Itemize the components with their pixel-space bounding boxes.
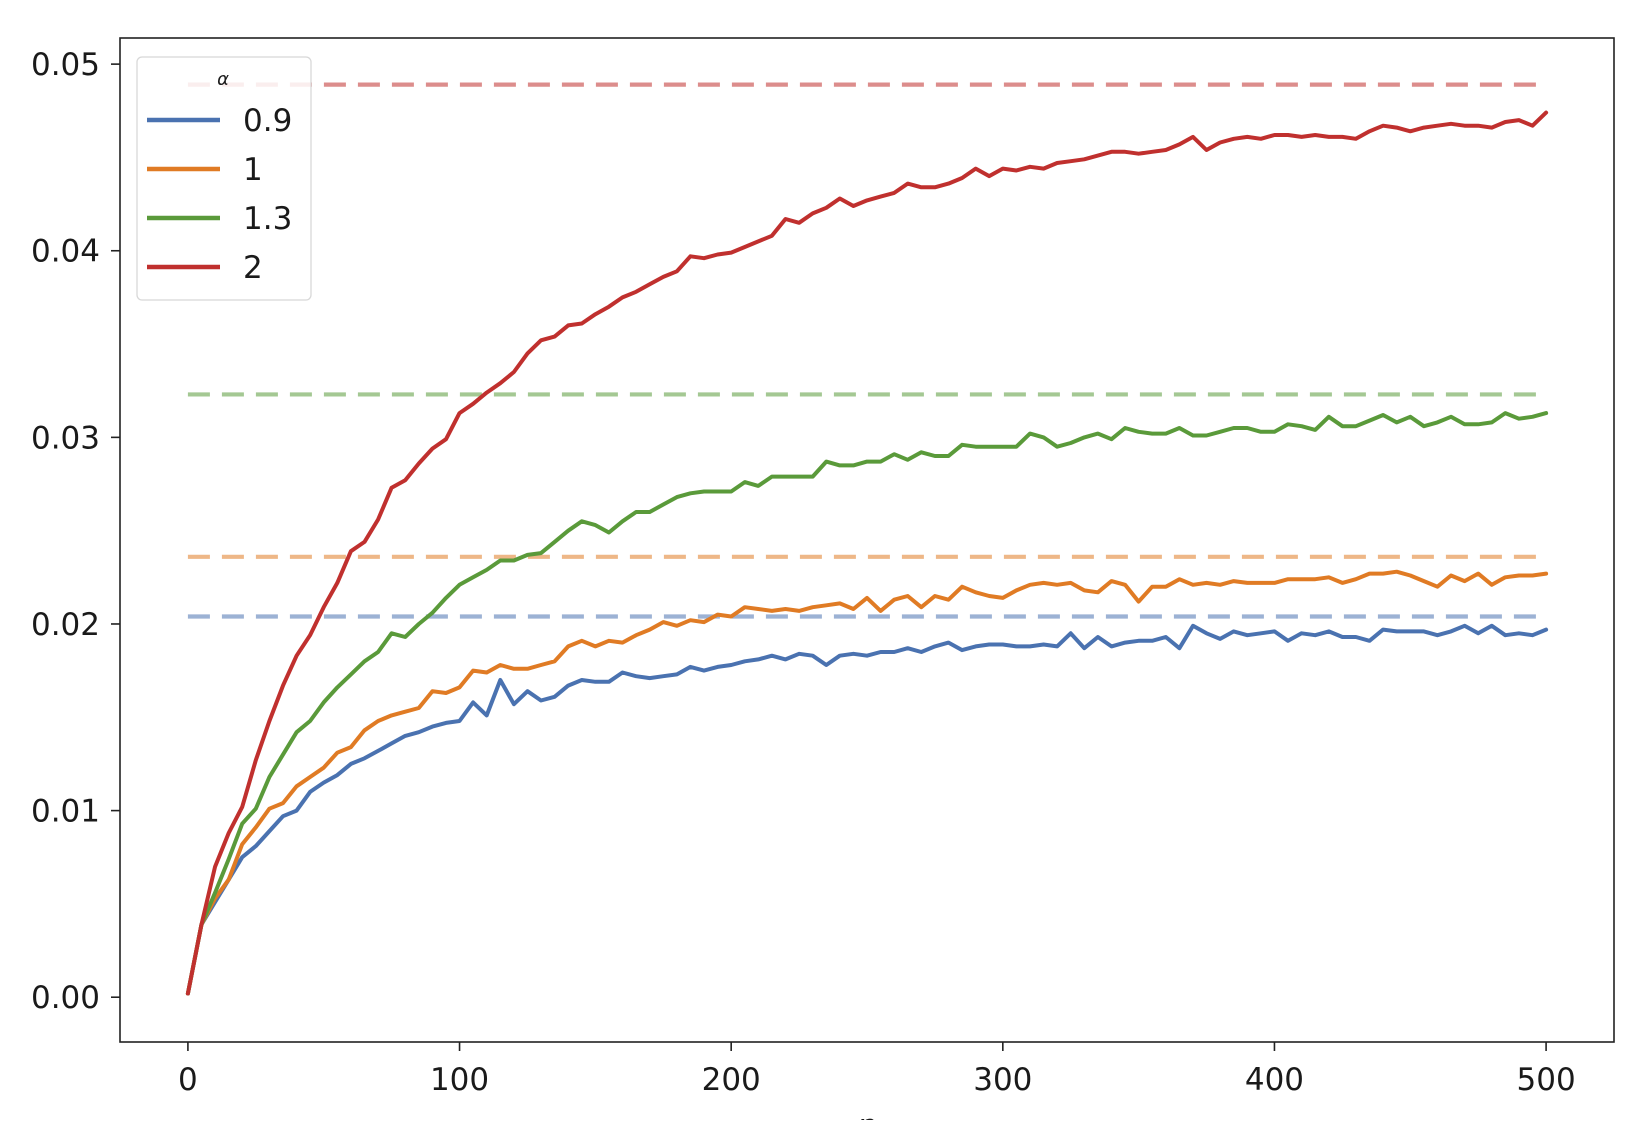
y-tick-label: 0.04 [31, 234, 100, 270]
series-line-0 [185, 623, 1549, 996]
series-line-3 [185, 110, 1549, 996]
series-line-1 [185, 569, 1549, 996]
x-tick-label: 200 [702, 1062, 761, 1098]
legend-label-3: 2 [243, 250, 263, 286]
y-tick-label: 0.03 [31, 420, 100, 456]
x-axis: 0 100 200 300 400 500 [178, 1042, 1576, 1098]
series-lines [185, 110, 1549, 996]
x-axis-label: n [857, 1108, 877, 1120]
legend-title: α [217, 69, 229, 90]
legend-box [136, 56, 312, 301]
legend-label-0: 0.9 [243, 103, 292, 139]
y-tick-label: 0.01 [31, 794, 100, 830]
x-tick-label: 500 [1517, 1062, 1576, 1098]
legend-label-2: 1.3 [243, 201, 292, 237]
limit-lines [187, 82, 1547, 619]
legend: α 0.9 1 1.3 2 [136, 56, 312, 301]
y-axis: 0.00 0.01 0.02 0.03 0.04 0.05 [31, 47, 120, 1016]
plot-frame [119, 37, 1615, 1043]
series-line-2 [185, 411, 1549, 996]
x-tick-label: 400 [1245, 1062, 1304, 1098]
y-tick-label: 0.05 [31, 47, 100, 83]
y-tick-label: 0.02 [31, 607, 100, 643]
x-tick-label: 100 [430, 1062, 489, 1098]
x-tick-label: 0 [178, 1062, 198, 1098]
legend-label-1: 1 [243, 152, 263, 188]
legend-entries: 0.9 1 1.3 2 [147, 103, 292, 286]
x-tick-label: 300 [973, 1062, 1032, 1098]
y-tick-label: 0.00 [31, 980, 100, 1016]
